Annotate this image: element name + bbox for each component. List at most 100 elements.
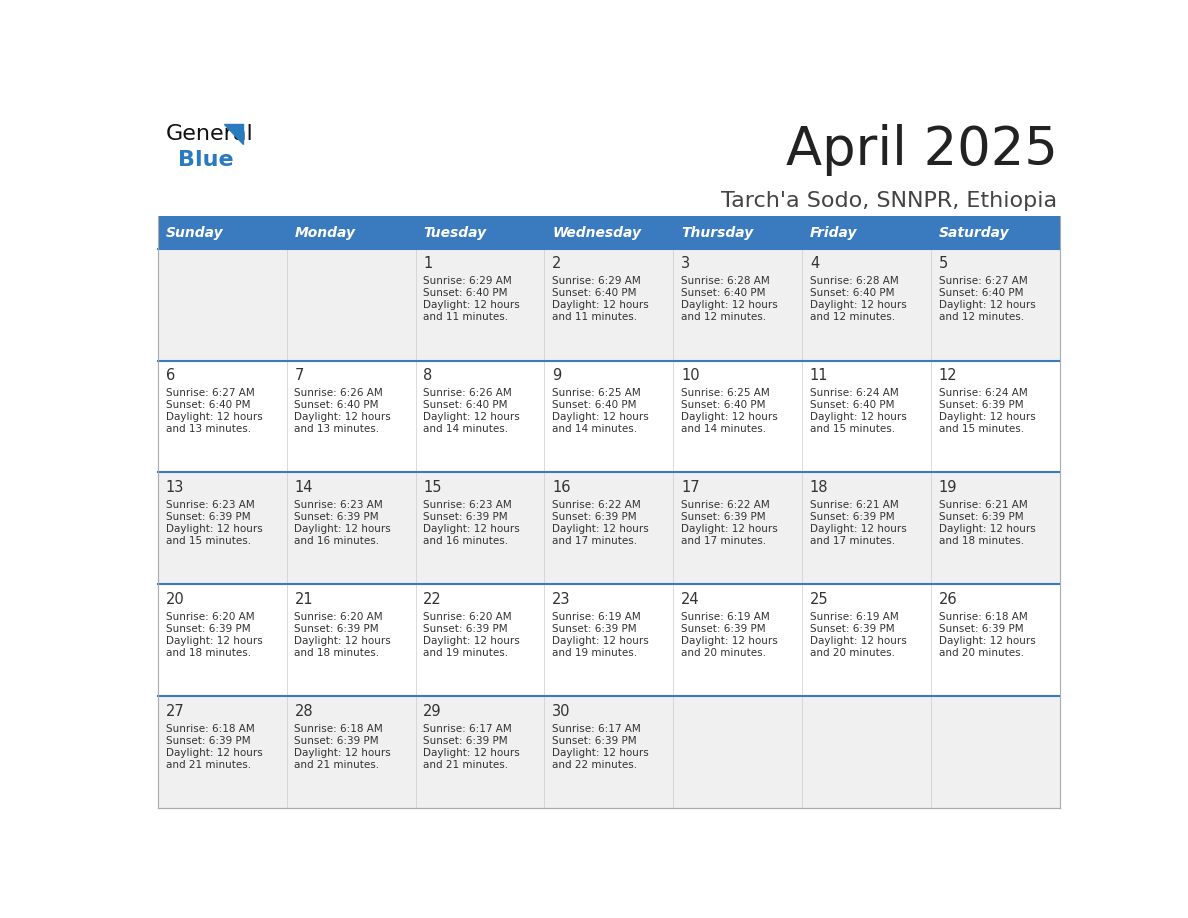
Text: 8: 8 <box>423 368 432 383</box>
Text: and 11 minutes.: and 11 minutes. <box>423 312 508 322</box>
Text: Daylight: 12 hours: Daylight: 12 hours <box>295 412 391 422</box>
Text: Sunrise: 6:18 AM: Sunrise: 6:18 AM <box>295 723 384 733</box>
Text: and 14 minutes.: and 14 minutes. <box>423 424 508 434</box>
Text: Sunset: 6:39 PM: Sunset: 6:39 PM <box>423 735 508 745</box>
Text: and 18 minutes.: and 18 minutes. <box>939 536 1024 546</box>
Text: Sunday: Sunday <box>165 226 223 240</box>
Text: 26: 26 <box>939 592 958 607</box>
Text: and 20 minutes.: and 20 minutes. <box>939 648 1024 657</box>
Text: and 12 minutes.: and 12 minutes. <box>810 312 895 322</box>
Text: 27: 27 <box>165 704 184 719</box>
Text: 6: 6 <box>165 368 175 383</box>
Text: Daylight: 12 hours: Daylight: 12 hours <box>681 636 778 645</box>
Text: Daylight: 12 hours: Daylight: 12 hours <box>939 524 1036 534</box>
Text: General: General <box>165 124 253 144</box>
Text: Daylight: 12 hours: Daylight: 12 hours <box>165 636 263 645</box>
FancyBboxPatch shape <box>286 217 416 249</box>
Text: and 14 minutes.: and 14 minutes. <box>552 424 637 434</box>
Text: Sunset: 6:39 PM: Sunset: 6:39 PM <box>552 512 637 522</box>
Text: Sunrise: 6:28 AM: Sunrise: 6:28 AM <box>810 276 898 286</box>
Text: Sunrise: 6:29 AM: Sunrise: 6:29 AM <box>552 276 640 286</box>
Text: Daylight: 12 hours: Daylight: 12 hours <box>552 524 649 534</box>
Text: and 13 minutes.: and 13 minutes. <box>295 424 379 434</box>
Text: Sunset: 6:40 PM: Sunset: 6:40 PM <box>681 288 765 298</box>
Text: Daylight: 12 hours: Daylight: 12 hours <box>295 524 391 534</box>
Text: Sunset: 6:39 PM: Sunset: 6:39 PM <box>552 735 637 745</box>
Text: Sunset: 6:39 PM: Sunset: 6:39 PM <box>423 512 508 522</box>
Text: Sunrise: 6:20 AM: Sunrise: 6:20 AM <box>165 612 254 621</box>
Text: 10: 10 <box>681 368 700 383</box>
Text: Daylight: 12 hours: Daylight: 12 hours <box>810 300 906 310</box>
Text: Sunset: 6:39 PM: Sunset: 6:39 PM <box>939 512 1023 522</box>
FancyBboxPatch shape <box>931 217 1060 249</box>
Text: 22: 22 <box>423 592 442 607</box>
Text: Sunset: 6:39 PM: Sunset: 6:39 PM <box>295 512 379 522</box>
Text: Sunset: 6:40 PM: Sunset: 6:40 PM <box>681 400 765 410</box>
Text: Daylight: 12 hours: Daylight: 12 hours <box>681 300 778 310</box>
Text: and 21 minutes.: and 21 minutes. <box>423 759 508 769</box>
Text: Sunset: 6:39 PM: Sunset: 6:39 PM <box>681 512 765 522</box>
Text: Daylight: 12 hours: Daylight: 12 hours <box>681 524 778 534</box>
Text: Sunrise: 6:27 AM: Sunrise: 6:27 AM <box>165 388 254 398</box>
FancyBboxPatch shape <box>158 696 1060 808</box>
Text: Sunrise: 6:23 AM: Sunrise: 6:23 AM <box>165 500 254 510</box>
Text: 30: 30 <box>552 704 570 719</box>
Text: Daylight: 12 hours: Daylight: 12 hours <box>165 412 263 422</box>
Text: Sunrise: 6:20 AM: Sunrise: 6:20 AM <box>423 612 512 621</box>
Text: Sunset: 6:39 PM: Sunset: 6:39 PM <box>295 624 379 633</box>
Text: and 12 minutes.: and 12 minutes. <box>681 312 766 322</box>
Text: Daylight: 12 hours: Daylight: 12 hours <box>939 636 1036 645</box>
Text: Sunset: 6:40 PM: Sunset: 6:40 PM <box>552 400 637 410</box>
Text: Sunrise: 6:19 AM: Sunrise: 6:19 AM <box>552 612 640 621</box>
Text: 28: 28 <box>295 704 314 719</box>
Text: 1: 1 <box>423 256 432 272</box>
Text: Sunrise: 6:18 AM: Sunrise: 6:18 AM <box>165 723 254 733</box>
Text: Sunrise: 6:17 AM: Sunrise: 6:17 AM <box>552 723 640 733</box>
Text: Sunset: 6:40 PM: Sunset: 6:40 PM <box>939 288 1023 298</box>
Text: 16: 16 <box>552 480 570 495</box>
Text: 18: 18 <box>810 480 828 495</box>
Text: Sunrise: 6:23 AM: Sunrise: 6:23 AM <box>423 500 512 510</box>
Text: Saturday: Saturday <box>939 226 1010 240</box>
FancyBboxPatch shape <box>674 217 802 249</box>
Text: Sunset: 6:39 PM: Sunset: 6:39 PM <box>939 624 1023 633</box>
Text: Sunrise: 6:29 AM: Sunrise: 6:29 AM <box>423 276 512 286</box>
Text: Sunrise: 6:21 AM: Sunrise: 6:21 AM <box>939 500 1028 510</box>
Text: Daylight: 12 hours: Daylight: 12 hours <box>552 300 649 310</box>
Text: 20: 20 <box>165 592 184 607</box>
Text: 3: 3 <box>681 256 690 272</box>
Text: Daylight: 12 hours: Daylight: 12 hours <box>939 412 1036 422</box>
Text: and 15 minutes.: and 15 minutes. <box>165 536 251 546</box>
Text: April 2025: April 2025 <box>785 124 1057 176</box>
Text: Friday: Friday <box>810 226 858 240</box>
Text: Sunset: 6:40 PM: Sunset: 6:40 PM <box>423 288 507 298</box>
Text: Sunrise: 6:24 AM: Sunrise: 6:24 AM <box>939 388 1028 398</box>
FancyBboxPatch shape <box>544 217 674 249</box>
Text: Daylight: 12 hours: Daylight: 12 hours <box>295 747 391 757</box>
Text: Thursday: Thursday <box>681 226 753 240</box>
Text: Blue: Blue <box>178 151 234 170</box>
Text: Daylight: 12 hours: Daylight: 12 hours <box>810 412 906 422</box>
Text: and 20 minutes.: and 20 minutes. <box>810 648 895 657</box>
Text: Sunrise: 6:26 AM: Sunrise: 6:26 AM <box>295 388 384 398</box>
Text: Sunrise: 6:19 AM: Sunrise: 6:19 AM <box>810 612 898 621</box>
FancyBboxPatch shape <box>158 584 1060 696</box>
Text: Sunrise: 6:19 AM: Sunrise: 6:19 AM <box>681 612 770 621</box>
Text: Daylight: 12 hours: Daylight: 12 hours <box>552 636 649 645</box>
Text: 4: 4 <box>810 256 820 272</box>
Text: 5: 5 <box>939 256 948 272</box>
Text: Daylight: 12 hours: Daylight: 12 hours <box>552 747 649 757</box>
Text: Sunrise: 6:20 AM: Sunrise: 6:20 AM <box>295 612 383 621</box>
Text: Sunset: 6:40 PM: Sunset: 6:40 PM <box>295 400 379 410</box>
Text: 7: 7 <box>295 368 304 383</box>
Polygon shape <box>223 124 244 144</box>
Text: Daylight: 12 hours: Daylight: 12 hours <box>552 412 649 422</box>
Text: Sunset: 6:39 PM: Sunset: 6:39 PM <box>165 512 251 522</box>
Text: 14: 14 <box>295 480 312 495</box>
Text: Sunrise: 6:23 AM: Sunrise: 6:23 AM <box>295 500 384 510</box>
Text: Sunrise: 6:22 AM: Sunrise: 6:22 AM <box>681 500 770 510</box>
Text: and 18 minutes.: and 18 minutes. <box>295 648 379 657</box>
Text: Sunrise: 6:18 AM: Sunrise: 6:18 AM <box>939 612 1028 621</box>
Text: Daylight: 12 hours: Daylight: 12 hours <box>165 524 263 534</box>
Text: 12: 12 <box>939 368 958 383</box>
